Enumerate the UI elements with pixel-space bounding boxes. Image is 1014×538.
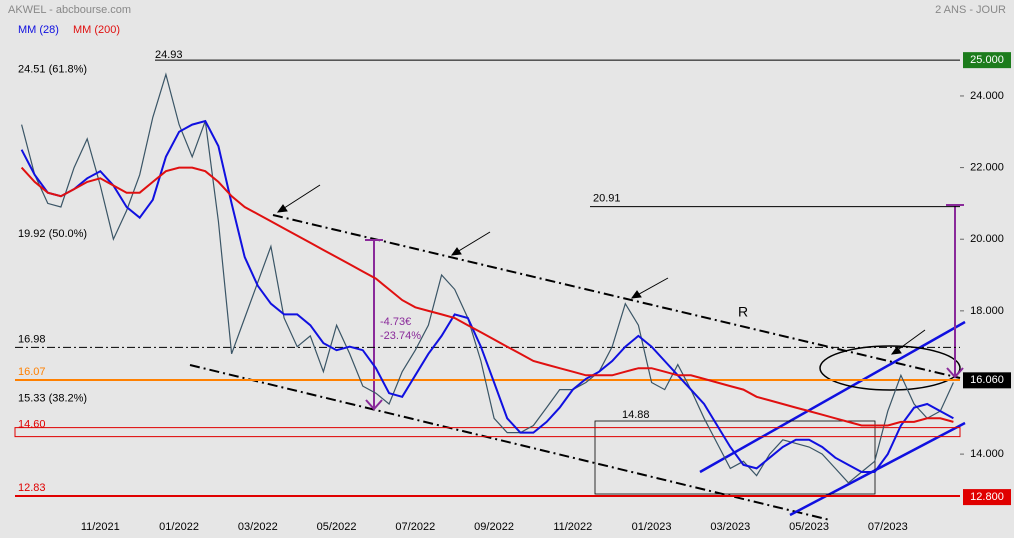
y-tick-label: 20.000: [970, 233, 1004, 245]
chart-subtitle: 2 ANS - JOUR: [935, 4, 1006, 16]
price-box-label: 16.060: [970, 374, 1004, 386]
legend-entry: MM (28): [18, 24, 59, 36]
y-tick-label: 14.000: [970, 448, 1004, 460]
annotation: -4.73€: [380, 316, 411, 328]
annotation: -23.74%: [380, 330, 421, 342]
level-label: 16.07: [18, 366, 46, 378]
y-tick-label: 24.000: [970, 90, 1004, 102]
x-tick-label: 03/2022: [238, 521, 278, 533]
annotation: R: [738, 304, 748, 320]
level-band: [14, 427, 961, 438]
level-label: 16.98: [18, 333, 46, 345]
level-label: 20.91: [593, 193, 621, 205]
price-box: [963, 489, 1011, 506]
y-tick-label: 22.000: [970, 161, 1004, 173]
x-tick-label: 01/2023: [632, 521, 672, 533]
y-tick-label: 18.000: [970, 305, 1004, 317]
x-tick-label: 07/2023: [868, 521, 908, 533]
x-tick-label: 01/2022: [159, 521, 199, 533]
level-label: 14.60: [18, 419, 46, 431]
box: [594, 420, 876, 495]
x-tick-label: 11/2022: [553, 521, 592, 533]
price-box: [963, 372, 1011, 389]
price-box-label: 25.000: [970, 54, 1004, 66]
x-tick-label: 05/2023: [789, 521, 829, 533]
chart-title: AKWEL - abcbourse.com: [8, 4, 131, 16]
x-tick-label: 11/2021: [81, 521, 120, 533]
annotation: 14.88: [622, 409, 650, 421]
level-label: 19.92 (50.0%): [18, 228, 87, 240]
level-label: 24.51 (61.8%): [18, 64, 87, 76]
price-line: [21, 72, 954, 484]
level-label: 12.83: [18, 482, 46, 494]
x-tick-label: 05/2022: [317, 521, 357, 533]
price-box-label: 12.800: [970, 491, 1004, 503]
annotation: 24.93: [155, 49, 183, 61]
channel-top: [699, 320, 966, 474]
x-tick-label: 03/2023: [710, 521, 750, 533]
moving-average: [20, 119, 954, 473]
x-tick-label: 09/2022: [474, 521, 514, 533]
ellipse: [819, 345, 961, 391]
x-tick-label: 07/2022: [395, 521, 435, 533]
arrows: [276, 184, 926, 355]
legend-entry: MM (200): [73, 24, 120, 36]
level-label: 15.33 (38.2%): [18, 392, 87, 404]
price-box: [963, 52, 1011, 69]
moving-average: [20, 166, 954, 427]
